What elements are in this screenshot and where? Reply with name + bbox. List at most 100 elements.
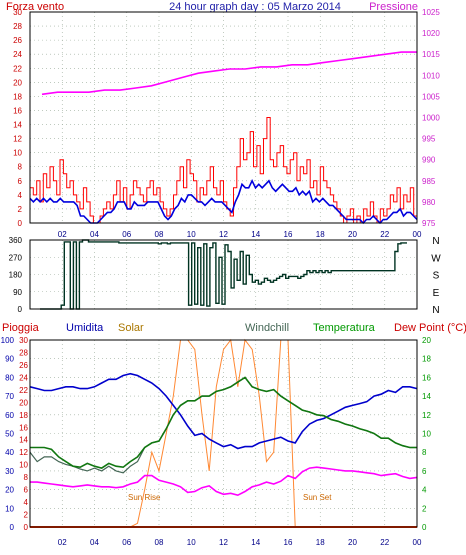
bottom-x-tick: 08 — [155, 538, 164, 547]
rain-y-tick: 30 — [19, 336, 28, 345]
direction-y-tick: 0 — [18, 305, 23, 314]
humidity-series — [29, 372, 418, 450]
rain-y-tick: 28 — [19, 348, 28, 357]
humidity-y-tick: 60 — [5, 411, 14, 420]
legend-solar-label: Solar — [118, 322, 144, 334]
compass-tick: N — [432, 305, 439, 316]
pressure-y-tick: 975 — [422, 219, 436, 228]
top-x-tick: 14 — [251, 230, 260, 239]
wind-y-tick: 8 — [18, 163, 23, 172]
rain-y-tick: 2 — [24, 511, 29, 520]
humidity-y-tick: 40 — [5, 448, 14, 457]
top-plot-frame — [29, 11, 418, 224]
pressure-series — [41, 51, 417, 96]
direction-y-tick: 360 — [9, 236, 23, 245]
top-x-tick: 00 — [413, 230, 422, 239]
bottom-x-tick: 00 — [413, 538, 422, 547]
temperature-y-tick: 12 — [422, 411, 431, 420]
legend-dewpoint-label: Dew Point (°C) — [394, 322, 466, 334]
legend-windchill-label: Windchill — [245, 322, 289, 334]
top-x-tick: 22 — [380, 230, 389, 239]
humidity-y-tick: 70 — [5, 392, 14, 401]
rain-y-tick: 26 — [19, 361, 28, 370]
humidity-y-tick: 20 — [5, 486, 14, 495]
pressure-y-tick: 990 — [422, 156, 436, 165]
pressure-y-tick: 1005 — [422, 92, 440, 101]
bottom-x-tick: 22 — [380, 538, 389, 547]
wind-y-tick: 24 — [13, 50, 22, 59]
legend-rain-label: Pioggia — [2, 322, 40, 334]
rain-y-tick: 16 — [19, 423, 28, 432]
humidity-y-tick: 90 — [5, 355, 14, 364]
header-wind-label: Forza vento — [6, 1, 64, 13]
temperature-y-tick: 18 — [422, 355, 431, 364]
wind-y-tick: 12 — [13, 135, 22, 144]
pressure-y-tick: 980 — [422, 198, 436, 207]
rain-y-tick: 4 — [24, 498, 29, 507]
bottom-x-tick: 20 — [348, 538, 357, 547]
humidity-y-tick: 100 — [1, 336, 15, 345]
temperature-y-tick: 10 — [422, 430, 431, 439]
legend-temperature-label: Temperatura — [313, 322, 376, 334]
compass-tick: S — [433, 271, 440, 282]
top-x-tick: 18 — [316, 230, 325, 239]
temperature-y-tick: 6 — [422, 467, 427, 476]
wind-y-tick: 18 — [13, 92, 22, 101]
header-title: 24 hour graph day : 05 Marzo 2014 — [169, 1, 341, 13]
top-x-tick: 06 — [122, 230, 131, 239]
rain-y-tick: 12 — [19, 448, 28, 457]
wind-y-tick: 6 — [18, 177, 23, 186]
humidity-y-tick: 30 — [5, 467, 14, 476]
top-x-tick: 04 — [90, 230, 99, 239]
top-x-tick: 10 — [187, 230, 196, 239]
rain-y-tick: 18 — [19, 411, 28, 420]
pressure-y-tick: 1020 — [422, 29, 440, 38]
humidity-y-tick: 50 — [5, 430, 14, 439]
rain-y-tick: 0 — [24, 523, 29, 532]
wind-y-tick: 10 — [13, 149, 22, 158]
top-x-tick: 02 — [58, 230, 67, 239]
temperature-y-tick: 0 — [422, 523, 427, 532]
pressure-y-tick: 1000 — [422, 114, 440, 123]
bottom-x-tick: 04 — [90, 538, 99, 547]
pressure-y-tick: 1025 — [422, 8, 440, 17]
top-x-tick: 12 — [219, 230, 228, 239]
humidity-y-tick: 80 — [5, 373, 14, 382]
wind-y-tick: 22 — [13, 64, 22, 73]
bottom-x-tick: 18 — [316, 538, 325, 547]
sunset-annotation: Sun Set — [303, 493, 332, 502]
sunrise-annotation: Sun Rise — [128, 493, 161, 502]
temperature-y-tick: 2 — [422, 504, 427, 513]
wind-y-tick: 0 — [18, 219, 23, 228]
pressure-y-tick: 995 — [422, 135, 436, 144]
wind-y-tick: 20 — [13, 78, 22, 87]
humidity-y-tick: 10 — [5, 504, 14, 513]
bottom-x-tick: 14 — [251, 538, 260, 547]
bottom-x-tick: 10 — [187, 538, 196, 547]
pressure-y-tick: 1015 — [422, 50, 440, 59]
windchill-series — [29, 376, 417, 474]
temperature-y-tick: 20 — [422, 336, 431, 345]
wind-y-tick: 30 — [13, 8, 22, 17]
wind-gust-series — [30, 117, 417, 224]
bottom-x-tick: 06 — [122, 538, 131, 547]
top-x-tick: 16 — [284, 230, 293, 239]
top-x-tick: 20 — [348, 230, 357, 239]
rain-y-tick: 20 — [19, 398, 28, 407]
direction-y-tick: 180 — [9, 271, 23, 280]
wind-y-tick: 28 — [13, 22, 22, 31]
pressure-y-tick: 985 — [422, 177, 436, 186]
compass-tick: N — [432, 236, 439, 247]
rain-y-tick: 6 — [24, 486, 29, 495]
wind-y-tick: 2 — [18, 205, 23, 214]
direction-y-tick: 90 — [13, 288, 22, 297]
compass-tick: W — [431, 253, 441, 264]
dewpoint-series — [30, 466, 418, 497]
direction-plot-frame — [29, 239, 418, 310]
wind-y-tick: 26 — [13, 36, 22, 45]
wind-y-tick: 16 — [13, 106, 22, 115]
temperature-y-tick: 8 — [422, 448, 427, 457]
bottom-x-tick: 02 — [58, 538, 67, 547]
top-x-tick: 08 — [155, 230, 164, 239]
